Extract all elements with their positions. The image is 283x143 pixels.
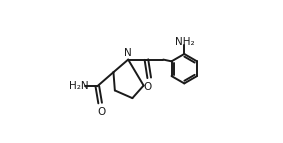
Text: O: O: [98, 107, 106, 117]
Text: NH₂: NH₂: [175, 37, 195, 47]
Text: N: N: [124, 48, 132, 58]
Text: O: O: [144, 82, 152, 92]
Text: H₂N: H₂N: [69, 81, 89, 91]
